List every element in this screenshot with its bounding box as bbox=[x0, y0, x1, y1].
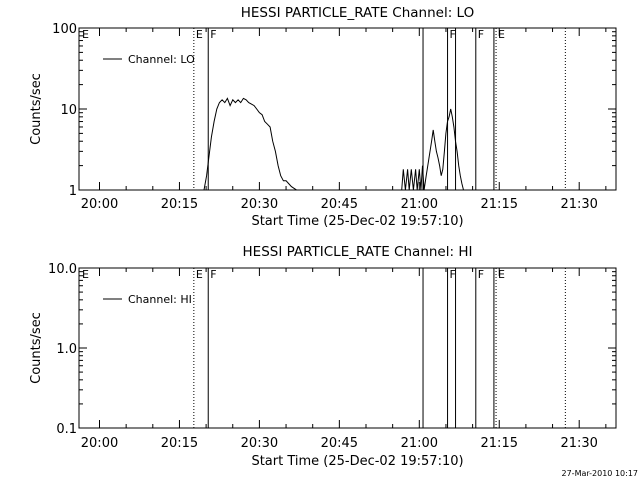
y-tick-label: 10.0 bbox=[48, 262, 77, 277]
y-tick-label: 1.0 bbox=[56, 342, 77, 357]
event-marker-label: E bbox=[196, 268, 203, 281]
chart-title: HESSI PARTICLE_RATE Channel: HI bbox=[243, 244, 473, 260]
plot-timestamp: 27-Mar-2010 10:17 bbox=[562, 469, 639, 478]
plot-frame bbox=[79, 268, 616, 428]
x-tick-label: 20:15 bbox=[161, 197, 198, 212]
y-tick-label: 1 bbox=[69, 184, 77, 199]
y-axis-label: Counts/sec bbox=[29, 73, 44, 145]
y-tick-label: 0.1 bbox=[56, 422, 77, 437]
legend-label: Channel: LO bbox=[128, 53, 195, 66]
x-tick-label: 20:45 bbox=[321, 197, 358, 212]
x-tick-label: 21:30 bbox=[560, 197, 597, 212]
chart-title: HESSI PARTICLE_RATE Channel: LO bbox=[241, 5, 474, 21]
event-marker-label: F bbox=[450, 268, 456, 281]
x-tick-label: 21:15 bbox=[481, 436, 518, 451]
x-axis-label: Start Time (25-Dec-02 19:57:10) bbox=[251, 454, 463, 469]
event-marker-label: F bbox=[210, 268, 216, 281]
y-axis-label: Counts/sec bbox=[29, 312, 44, 384]
x-tick-label: 20:00 bbox=[81, 197, 118, 212]
y-tick-label: 10 bbox=[60, 103, 77, 118]
x-tick-label: 20:30 bbox=[241, 436, 278, 451]
event-marker-label: F bbox=[450, 28, 456, 41]
x-tick-label: 21:00 bbox=[401, 197, 438, 212]
event-marker-label: E bbox=[82, 268, 89, 281]
y-tick-label: 100 bbox=[52, 22, 77, 37]
lo-channel-panel: HESSI PARTICLE_RATE Channel: LO 1 10 100 20:… bbox=[29, 5, 616, 229]
event-marker-label: E bbox=[82, 28, 89, 41]
event-marker-label: F bbox=[210, 28, 216, 41]
x-axis-label: Start Time (25-Dec-02 19:57:10) bbox=[251, 214, 463, 229]
event-marker-label: E bbox=[498, 28, 505, 41]
hi-channel-panel: HESSI PARTICLE_RATE Channel: HI 0.1 1.0 10.… bbox=[29, 244, 616, 469]
event-marker-label: F bbox=[478, 268, 484, 281]
x-tick-label: 21:00 bbox=[401, 436, 438, 451]
x-tick-label: 21:15 bbox=[481, 197, 518, 212]
data-series-line bbox=[402, 109, 464, 190]
legend-label: Channel: HI bbox=[128, 293, 192, 306]
event-marker-label: F bbox=[478, 28, 484, 41]
data-series-line bbox=[204, 98, 297, 190]
x-tick-label: 20:45 bbox=[321, 436, 358, 451]
x-tick-label: 20:30 bbox=[241, 197, 278, 212]
event-marker-label: E bbox=[498, 268, 505, 281]
event-marker-label: E bbox=[196, 28, 203, 41]
x-tick-label: 21:30 bbox=[560, 436, 597, 451]
x-tick-label: 20:00 bbox=[81, 436, 118, 451]
x-tick-label: 20:15 bbox=[161, 436, 198, 451]
